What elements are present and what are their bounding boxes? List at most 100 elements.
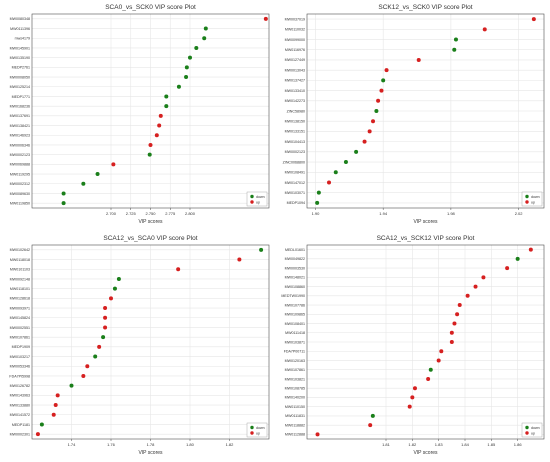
data-point [103, 325, 108, 330]
y-tick-label: MW0108491 [285, 171, 305, 175]
y-tick-label: MW0069888 [10, 163, 30, 167]
data-point [505, 266, 510, 271]
y-tick-label: MW0116976 [285, 48, 305, 52]
data-point [148, 142, 153, 147]
y-tick-label: MW0145901 [10, 46, 30, 50]
data-point [61, 191, 66, 196]
y-tick-label: MW0092148 [10, 277, 30, 281]
x-tick-label: 2.775 [165, 211, 176, 216]
y-tick-label: MW0049822 [285, 257, 305, 261]
x-tick-label: 1.90 [312, 211, 321, 216]
plot-frame [31, 13, 270, 209]
x-axis-label: VIP scores [138, 219, 163, 225]
data-point [202, 36, 207, 41]
plot-frame [31, 244, 270, 440]
data-point [111, 162, 116, 167]
chart-title: SCA12_vs_SCK12 VIP score Plot [377, 235, 475, 242]
data-point [184, 75, 189, 80]
data-point [453, 37, 458, 42]
y-tick-label: MW0127449 [285, 58, 305, 62]
data-point [81, 373, 86, 378]
x-axis-label: VIP scores [413, 219, 438, 225]
data-point [407, 404, 412, 409]
x-tick-label: 1.83 [435, 442, 444, 447]
y-tick-label: ZINC0068800 [283, 160, 305, 164]
data-point [203, 26, 208, 31]
data-point [374, 109, 379, 113]
data-point [158, 113, 163, 118]
y-tick-label: MEDL01601 [285, 248, 305, 252]
y-tick-label: MEDP1094 [287, 201, 305, 205]
y-tick-label: MW0107786 [285, 303, 305, 307]
y-tick-label: MW0111396 [10, 27, 30, 31]
data-point [455, 312, 460, 317]
x-tick-label: 1.94 [379, 211, 388, 216]
data-point [35, 432, 40, 437]
y-tick-label: MW0146923 [10, 134, 30, 138]
legend-down-marker [250, 425, 254, 430]
x-tick-label: 1.98 [447, 211, 456, 216]
data-point [81, 181, 86, 186]
data-point [51, 412, 56, 417]
plot-frame [306, 244, 545, 440]
data-point [101, 335, 106, 340]
y-tick-label: MW0107861 [10, 335, 30, 339]
data-point [315, 432, 320, 437]
data-point [112, 286, 117, 291]
y-tick-label: MW0133151 [285, 130, 305, 134]
data-point [194, 45, 199, 50]
y-tick-label: MW0138421 [10, 124, 30, 128]
data-point [316, 190, 321, 195]
y-tick-label: FDA7P00711 [284, 350, 305, 354]
y-tick-label: MW0053346 [10, 365, 30, 369]
data-point [154, 133, 159, 138]
data-point [354, 149, 359, 154]
x-tick-label: 2.700 [106, 211, 117, 216]
y-tick-label: MW0141572 [10, 413, 30, 417]
y-tick-label: mws4179 [15, 37, 30, 41]
y-tick-label: MEDP1909 [12, 345, 30, 349]
data-point [103, 315, 108, 320]
data-point [184, 65, 189, 70]
y-tick-label: MW0168236 [10, 104, 30, 108]
legend-up-marker [525, 431, 529, 435]
y-tick-label: MEDTW01990 [281, 294, 305, 298]
legend-up-marker [250, 431, 254, 435]
data-point [379, 88, 384, 93]
x-tick-label: 1.85 [487, 442, 496, 447]
y-tick-label: MW0108860 [285, 285, 305, 289]
data-point [164, 104, 169, 109]
data-point [188, 55, 192, 60]
data-point [333, 170, 338, 175]
y-tick-label: MW0138150 [285, 120, 305, 124]
chart-title: SCA12_vs_SCA0 VIP score Plot [103, 235, 197, 242]
data-point [367, 129, 372, 134]
data-point [109, 296, 113, 301]
data-point [362, 139, 367, 144]
data-point [410, 395, 415, 400]
x-tick-label: 1.84 [461, 442, 470, 447]
data-point [97, 344, 102, 349]
y-tick-label: MW0119295 [10, 172, 30, 176]
legend-up-label: up [531, 200, 535, 204]
legend-down-marker [525, 425, 529, 430]
data-point [39, 422, 44, 427]
chart-title: SCA0_vs_SCK0 VIP score Plot [105, 4, 196, 11]
data-point [53, 403, 58, 408]
y-tick-label: MW0147012 [285, 181, 305, 185]
y-tick-label: MW0008050 [10, 75, 30, 79]
legend-up-label: up [531, 431, 535, 435]
vip-chart-1: SCA0_vs_SCK0 VIP score Plot 2.700 2.725 2.7… [10, 4, 270, 225]
y-tick-label: MW0108785 [285, 386, 305, 390]
data-point [315, 200, 320, 205]
legend-up-marker [525, 200, 529, 204]
data-point [473, 284, 478, 289]
x-tick-label: 1.74 [68, 442, 77, 447]
y-tick-label: MW0133410 [285, 89, 305, 93]
data-point [55, 393, 60, 398]
y-tick-label: MW0143963 [10, 394, 30, 398]
data-point [439, 349, 444, 354]
y-tick-label: MW0104413 [285, 140, 305, 144]
